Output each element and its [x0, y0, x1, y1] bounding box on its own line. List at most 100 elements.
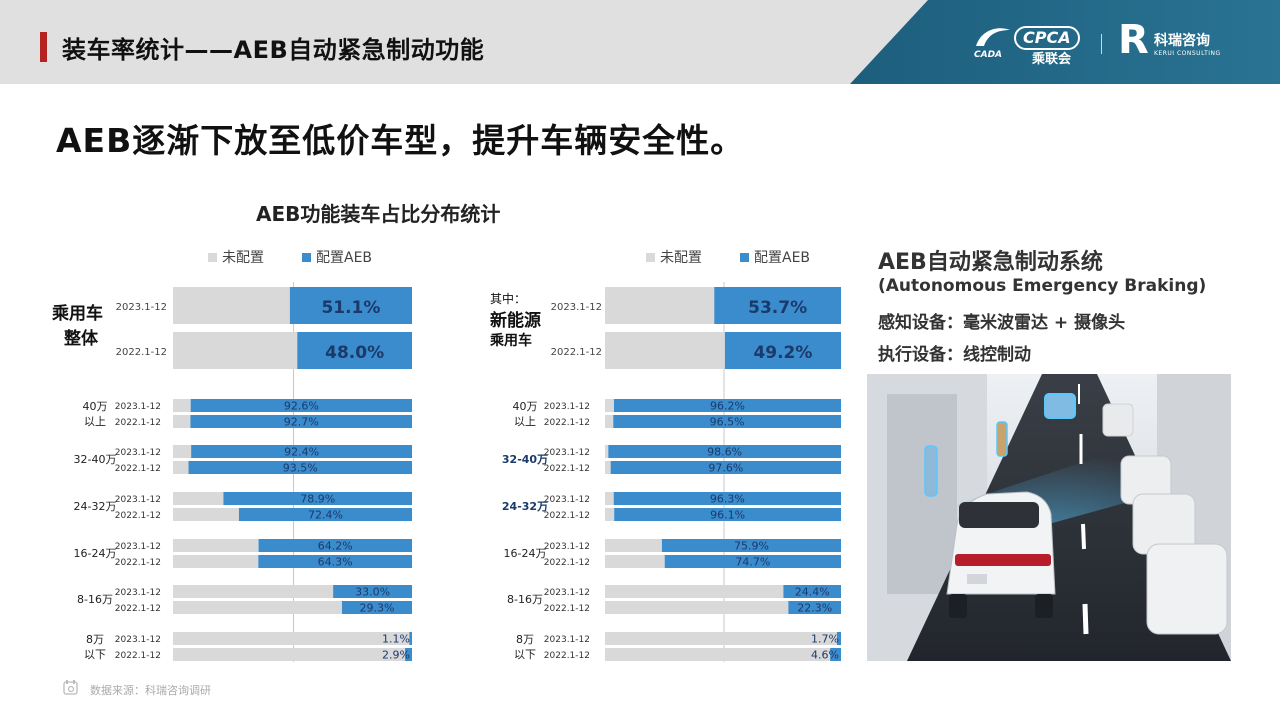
page-title: 装车率统计——AEB自动紧急制动功能 — [62, 36, 485, 64]
row-bar-aeb — [664, 555, 841, 568]
row-bar-aeb — [188, 461, 412, 474]
row-bar-unconfigured — [173, 461, 189, 474]
panel-heading: AEB自动紧急制动系统 — [878, 250, 1103, 275]
overall-value-label: 51.1% — [321, 298, 380, 318]
row-bar-unconfigured — [173, 632, 410, 645]
group-label: 24-32万 — [74, 500, 117, 513]
row-bar-aeb — [613, 492, 841, 505]
row-bar-unconfigured — [605, 555, 665, 568]
group-label: 16-24万 — [74, 547, 117, 560]
row-bar-aeb — [661, 539, 841, 552]
legend-label-unconfigured: 未配置 — [660, 250, 702, 266]
row-period-label: 2022.1-12 — [115, 558, 161, 568]
group-label-line2: 以下 — [514, 648, 536, 661]
kerui-logo-cn: 科瑞咨询 — [1154, 33, 1210, 49]
legend-swatch-aeb — [740, 253, 749, 262]
row-period-label: 2022.1-12 — [115, 511, 161, 521]
row-value-label: 24.4% — [795, 586, 830, 599]
row-period-label: 2023.1-12 — [544, 402, 590, 412]
chart-title: AEB功能装车占比分布统计 — [256, 202, 501, 226]
source-icon — [63, 680, 78, 695]
row-period-label: 2022.1-12 — [544, 604, 590, 614]
row-period-label: 2023.1-12 — [544, 635, 590, 645]
row-bar-aeb — [788, 601, 841, 614]
row-period-label: 2023.1-12 — [115, 495, 161, 505]
row-bar-unconfigured — [605, 585, 784, 598]
row-period-label: 2023.1-12 — [115, 542, 161, 552]
panel-subheading: (Autonomous Emergency Braking) — [878, 276, 1207, 296]
row-bar-unconfigured — [605, 492, 614, 505]
row-bar-unconfigured — [173, 585, 334, 598]
row-value-label: 74.7% — [735, 556, 770, 569]
overall-bar-aeb — [724, 332, 841, 369]
row-bar-unconfigured — [605, 508, 615, 521]
row-bar-aeb — [258, 555, 412, 568]
overall-bar-aeb — [714, 287, 841, 324]
row-value-label: 92.4% — [284, 446, 319, 459]
panel-sensing: 感知设备：毫米波雷达 + 摄像头 — [878, 313, 1126, 333]
row-bar-unconfigured — [173, 399, 191, 412]
row-period-label: 2022.1-12 — [544, 558, 590, 568]
row-bar-aeb — [190, 399, 412, 412]
panel-actuation: 执行设备：线控制动 — [878, 345, 1031, 365]
row-period-label: 2022.1-12 — [544, 511, 590, 521]
overall-period-label: 2023.1-12 — [116, 302, 167, 313]
row-value-label: 96.5% — [710, 416, 745, 429]
row-value-label: 96.1% — [710, 509, 745, 522]
row-period-label: 2023.1-12 — [544, 495, 590, 505]
legend-label-aeb: 配置AEB — [316, 250, 372, 266]
row-bar-unconfigured — [173, 492, 224, 505]
header-logo-band — [850, 0, 1280, 84]
row-value-label: 1.7% — [811, 633, 839, 646]
row-period-label: 2023.1-12 — [115, 588, 161, 598]
headline: AEB逐渐下放至低价车型，提升车辆安全性。 — [56, 121, 745, 160]
cpca-logo-text: CPCA — [1014, 26, 1080, 50]
row-bar-aeb — [333, 585, 412, 598]
row-bar-unconfigured — [605, 601, 789, 614]
group-label-line1: 8万 — [516, 633, 534, 646]
row-period-label: 2023.1-12 — [115, 402, 161, 412]
row-bar-unconfigured — [173, 508, 239, 521]
row-period-label: 2022.1-12 — [544, 464, 590, 474]
row-bar-unconfigured — [605, 632, 837, 645]
cpca-logo-mark: CADA — [974, 50, 1003, 60]
group-label: 8-16万 — [507, 593, 543, 606]
overall-bar-aeb — [289, 287, 412, 324]
row-value-label: 96.3% — [710, 493, 745, 506]
legend-label-unconfigured: 未配置 — [222, 250, 264, 266]
row-value-label: 22.3% — [797, 602, 832, 615]
overall-value-label: 53.7% — [748, 298, 807, 318]
row-period-label: 2022.1-12 — [115, 604, 161, 614]
row-value-label: 1.1% — [382, 633, 410, 646]
cpca-swoosh-icon — [976, 28, 1010, 46]
row-bar-unconfigured — [173, 415, 191, 428]
overall-bar-unconfigured — [173, 287, 290, 324]
row-value-label: 33.0% — [355, 586, 390, 599]
row-bar-unconfigured — [605, 445, 609, 458]
row-period-label: 2023.1-12 — [115, 635, 161, 645]
row-bar-unconfigured — [173, 539, 259, 552]
row-bar-aeb — [191, 445, 412, 458]
legend-swatch-aeb — [302, 253, 311, 262]
row-value-label: 92.6% — [284, 400, 319, 413]
group-label: 16-24万 — [504, 547, 547, 560]
group-label-line1: 8万 — [86, 633, 104, 646]
cpca-logo-cn: 乘联会 — [1032, 52, 1072, 67]
row-value-label: 75.9% — [734, 540, 769, 553]
row-bar-aeb — [405, 648, 412, 661]
row-bar-aeb — [223, 492, 412, 505]
overall-label-prefix: 其中： — [490, 291, 526, 306]
overall-label-line2: 乘用车 — [489, 332, 532, 349]
row-period-label: 2023.1-12 — [544, 542, 590, 552]
logo-separator — [1101, 34, 1102, 54]
row-bar-aeb — [341, 601, 412, 614]
row-period-label: 2022.1-12 — [544, 418, 590, 428]
row-bar-unconfigured — [605, 648, 831, 661]
overall-label-line1: 新能源 — [490, 310, 541, 331]
row-value-label: 97.6% — [708, 462, 743, 475]
row-bar-aeb — [836, 632, 841, 645]
row-bar-aeb — [190, 415, 412, 428]
row-value-label: 92.7% — [284, 416, 319, 429]
row-value-label: 96.2% — [710, 400, 745, 413]
row-period-label: 2022.1-12 — [115, 464, 161, 474]
